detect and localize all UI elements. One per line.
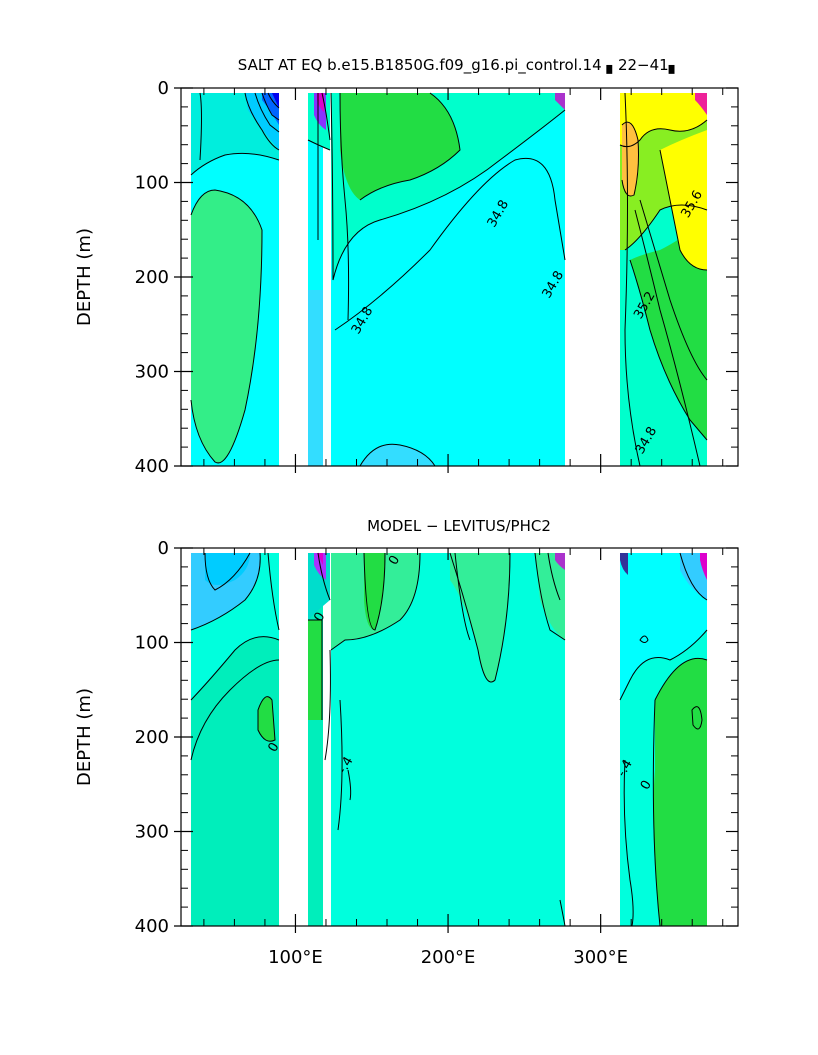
y-tick-label: 200 xyxy=(135,267,169,288)
x-tick-label: 300°E xyxy=(573,947,628,968)
y-tick-label: 300 xyxy=(135,822,169,843)
y-tick-label: 100 xyxy=(135,173,169,194)
difference-region xyxy=(308,620,322,720)
panel-title: SALT AT EQ b.e15.B1850G.f09_g16.pi_contr… xyxy=(238,56,680,75)
y-tick-label: 100 xyxy=(135,633,169,654)
difference-panel: MODEL − LEVITUS/PHC2 DEPTH (m) xyxy=(74,517,738,968)
salinity-field xyxy=(191,93,707,466)
y-tick-label: 200 xyxy=(135,727,169,748)
panel-title: MODEL − LEVITUS/PHC2 xyxy=(367,517,551,535)
y-tick-label: 0 xyxy=(158,538,169,559)
y-tick-label: 400 xyxy=(135,456,169,477)
salinity-panel: SALT AT EQ b.e15.B1850G.f09_g16.pi_contr… xyxy=(74,56,738,477)
y-tick-label: 0 xyxy=(158,78,169,99)
x-tick-label: 200°E xyxy=(421,947,476,968)
x-tick-label: 100°E xyxy=(268,947,323,968)
y-tick-label: 300 xyxy=(135,362,169,383)
y-axis-label: DEPTH (m) xyxy=(74,228,95,326)
difference-field xyxy=(191,553,707,926)
difference-region xyxy=(653,658,707,926)
y-axis-label: DEPTH (m) xyxy=(74,688,95,786)
y-tick-label: 400 xyxy=(135,916,169,937)
salinity-region xyxy=(308,290,323,466)
